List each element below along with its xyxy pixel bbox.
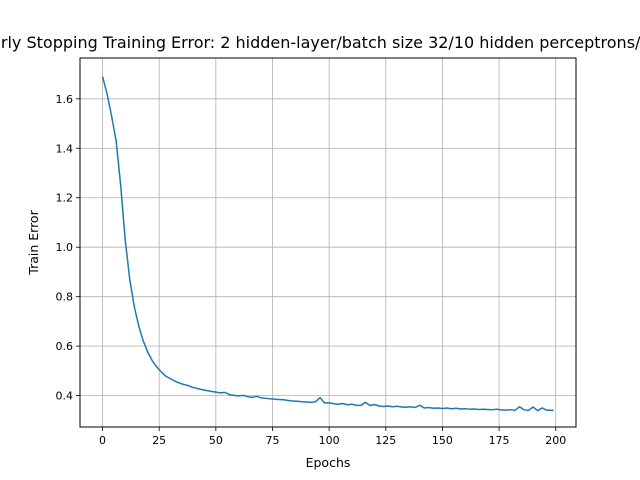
x-tick-label: 100	[319, 434, 340, 447]
y-tick-label: 1.0	[56, 241, 74, 254]
x-tick-label: 50	[209, 434, 223, 447]
x-axis-ticks: 0 25 50 75 100 125 150 175 200	[99, 427, 566, 447]
x-tick-label: 25	[152, 434, 166, 447]
x-tick-label: 125	[375, 434, 396, 447]
x-tick-label: 150	[432, 434, 453, 447]
x-tick-label: 200	[545, 434, 566, 447]
chart-title: Early Stopping Training Error: 2 hidden-…	[0, 33, 640, 52]
plot-frame	[79, 57, 577, 428]
x-axis-label: Epochs	[306, 455, 351, 470]
y-tick-label: 0.8	[56, 291, 74, 304]
y-tick-label: 0.6	[56, 340, 74, 353]
x-tick-label: 75	[265, 434, 279, 447]
x-tick-label: 0	[99, 434, 106, 447]
y-tick-label: 0.4	[56, 390, 74, 403]
x-tick-label: 175	[489, 434, 510, 447]
y-tick-label: 1.6	[56, 93, 74, 106]
plot-area	[80, 58, 576, 427]
series-line-0	[101, 76, 554, 412]
grid	[80, 58, 576, 427]
y-tick-label: 1.2	[56, 192, 74, 205]
y-axis-label: Train Error	[26, 209, 41, 275]
y-tick-label: 1.4	[56, 142, 74, 155]
series-layer	[101, 76, 554, 412]
y-axis-ticks: 0.4 0.6 0.8 1.0 1.2 1.4 1.6	[56, 93, 80, 403]
